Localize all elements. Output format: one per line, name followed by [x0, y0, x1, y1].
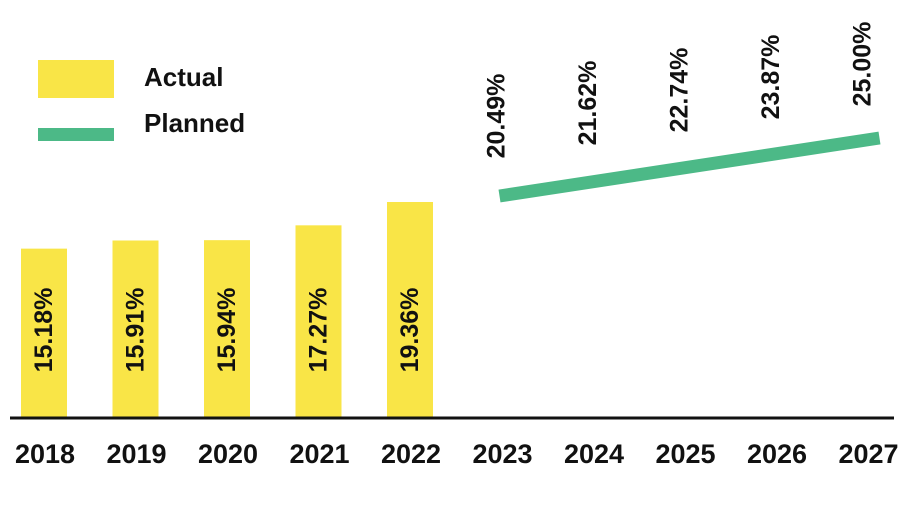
x-tick-label-2022: 2022: [381, 439, 441, 469]
bar-value-label: 15.18%: [30, 288, 58, 373]
legend-label-planned: Planned: [144, 108, 246, 138]
bar-2019: [112, 240, 159, 418]
planned-value-label: 23.87%: [757, 35, 785, 120]
x-tick-labels: 2018 2019 2020 2021 2022 2023 2024 2025 2026 2027: [15, 439, 899, 469]
x-tick-label-2026: 2026: [747, 439, 807, 469]
bar-2020: [204, 240, 250, 418]
planned-value-label: 25.00%: [849, 22, 877, 107]
bar-value-label: 15.91%: [122, 288, 150, 373]
bar-2018: [21, 248, 67, 418]
bar-value-label: 17.27%: [305, 288, 333, 373]
planned-line: [498, 131, 881, 203]
legend-label-actual: Actual: [144, 62, 224, 92]
bar-value-label: 15.94%: [213, 288, 241, 373]
legend-swatch-actual: [38, 60, 114, 98]
bar-2022: [387, 202, 433, 418]
x-tick-label-2023: 2023: [472, 439, 532, 469]
x-tick-label-2024: 2024: [564, 439, 624, 469]
bars-group: [21, 202, 433, 418]
planned-value-label: 21.62%: [574, 61, 602, 146]
bar-labels-group: 15.18% 15.91% 15.94% 17.27% 19.36%: [30, 288, 424, 373]
planned-value-label: 20.49%: [483, 74, 511, 159]
x-tick-label-2021: 2021: [289, 439, 349, 469]
planned-value-label: 22.74%: [666, 48, 694, 133]
legend-swatch-planned: [38, 128, 114, 141]
planned-line-group: [498, 131, 881, 203]
x-tick-label-2019: 2019: [106, 439, 166, 469]
x-tick-label-2020: 2020: [198, 439, 258, 469]
x-tick-label-2025: 2025: [655, 439, 715, 469]
bar-value-label: 19.36%: [396, 288, 424, 373]
line-labels-group: 20.49% 21.62% 22.74% 23.87% 25.00%: [483, 22, 877, 159]
x-tick-label-2027: 2027: [838, 439, 898, 469]
bar-2021: [295, 225, 342, 418]
x-tick-label-2018: 2018: [15, 439, 75, 469]
